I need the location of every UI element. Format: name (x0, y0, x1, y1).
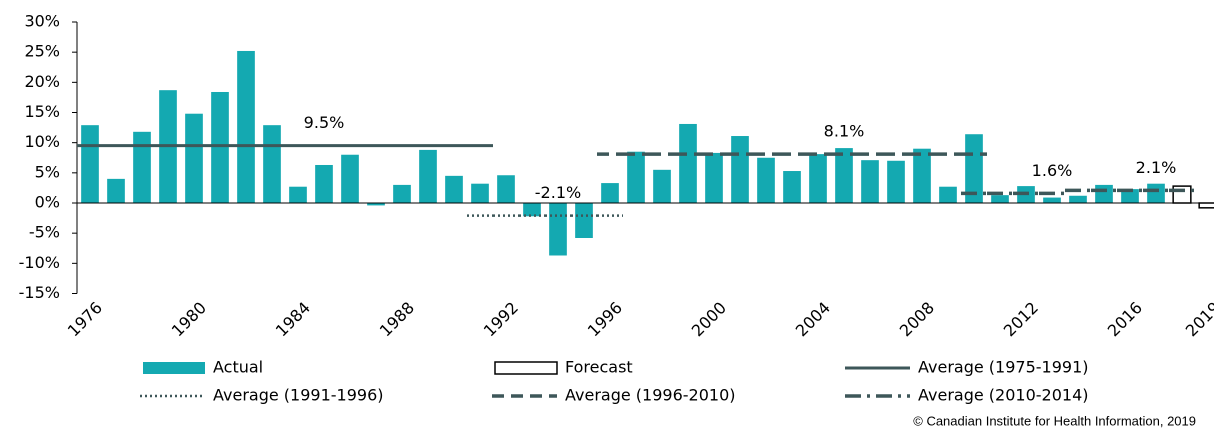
legend-entry: Forecast (494, 358, 633, 377)
legend-entry: Actual (143, 358, 263, 377)
average-label: 1.6% (1032, 161, 1073, 180)
x-tick-label: 1992 (480, 298, 522, 340)
bar (653, 169, 671, 203)
bar (1095, 184, 1113, 203)
bar (445, 175, 463, 203)
bar (835, 148, 853, 203)
bar (809, 154, 827, 203)
x-tick-label: 2016 (1104, 298, 1146, 340)
bar (289, 186, 307, 203)
bar (315, 164, 333, 203)
source-note: © Canadian Institute for Health Informat… (913, 413, 1196, 428)
bar (393, 184, 411, 203)
bar (731, 136, 749, 203)
x-tick-label: 1980 (168, 298, 210, 340)
y-tick-label: 25% (24, 42, 60, 61)
legend-label: Forecast (565, 358, 633, 377)
bar (575, 203, 593, 238)
legend-label: Average (1991-1996) (213, 386, 383, 405)
bar (107, 178, 125, 203)
legend-label: Average (2010-2014) (918, 386, 1088, 405)
bar (757, 157, 775, 203)
y-tick-label: -10% (19, 253, 60, 272)
bar (341, 154, 359, 203)
bar (783, 171, 801, 203)
x-tick-label: 2004 (792, 298, 834, 340)
bar (185, 113, 203, 203)
bar (1121, 189, 1139, 203)
bar (549, 203, 567, 256)
y-tick-label: 30% (24, 12, 60, 31)
legend-entry: Average (1996-2010) (492, 386, 735, 405)
y-tick-label: -15% (19, 283, 60, 302)
bar (887, 160, 905, 203)
bar (1069, 195, 1087, 203)
average-label: 8.1% (824, 122, 865, 141)
x-tick-label: 1988 (376, 298, 418, 340)
bar (601, 183, 619, 203)
x-tick-label: 2008 (896, 298, 938, 340)
bar (705, 152, 723, 203)
bar (1147, 183, 1165, 203)
bar (81, 125, 99, 203)
y-tick-label: 5% (35, 162, 60, 181)
bar (367, 203, 385, 206)
x-tick-label: 2000 (688, 298, 730, 340)
bar (1043, 197, 1061, 203)
bar (861, 160, 879, 203)
bar (263, 125, 281, 203)
x-tick-label: 2012 (1000, 298, 1042, 340)
y-tick-label: -5% (29, 223, 60, 242)
x-tick-label: 2019 (1182, 298, 1214, 340)
legend-swatch (143, 362, 205, 374)
bar (523, 203, 541, 217)
bar (237, 50, 255, 204)
average-label: 9.5% (304, 113, 345, 132)
y-tick-label: 15% (24, 102, 60, 121)
bar (627, 151, 645, 203)
bar (913, 148, 931, 203)
bar (211, 91, 229, 203)
bar (133, 131, 151, 203)
bar (1198, 202, 1214, 209)
legend-entry: Average (2010-2014) (845, 386, 1088, 405)
legend-label: Actual (213, 358, 263, 377)
x-tick-label: 1996 (584, 298, 626, 340)
y-tick-label: 20% (24, 72, 60, 91)
legend-label: Average (1975-1991) (918, 358, 1088, 377)
bar (679, 123, 697, 203)
bar (939, 186, 957, 203)
legend-entry: Average (1975-1991) (845, 358, 1088, 377)
x-tick-label: 1976 (64, 298, 106, 340)
bar (497, 175, 515, 203)
legend-swatch (494, 361, 558, 375)
bar (991, 195, 1009, 203)
bar (419, 149, 437, 203)
bar (965, 134, 983, 203)
average-label: -2.1% (535, 183, 581, 202)
x-tick-label: 1984 (272, 298, 314, 340)
average-label: 2.1% (1136, 158, 1177, 177)
legend-label: Average (1996-2010) (565, 386, 735, 405)
y-tick-label: 10% (24, 132, 60, 151)
bar (471, 183, 489, 203)
y-tick-label: 0% (35, 193, 60, 212)
legend-entry: Average (1991-1996) (140, 386, 383, 405)
